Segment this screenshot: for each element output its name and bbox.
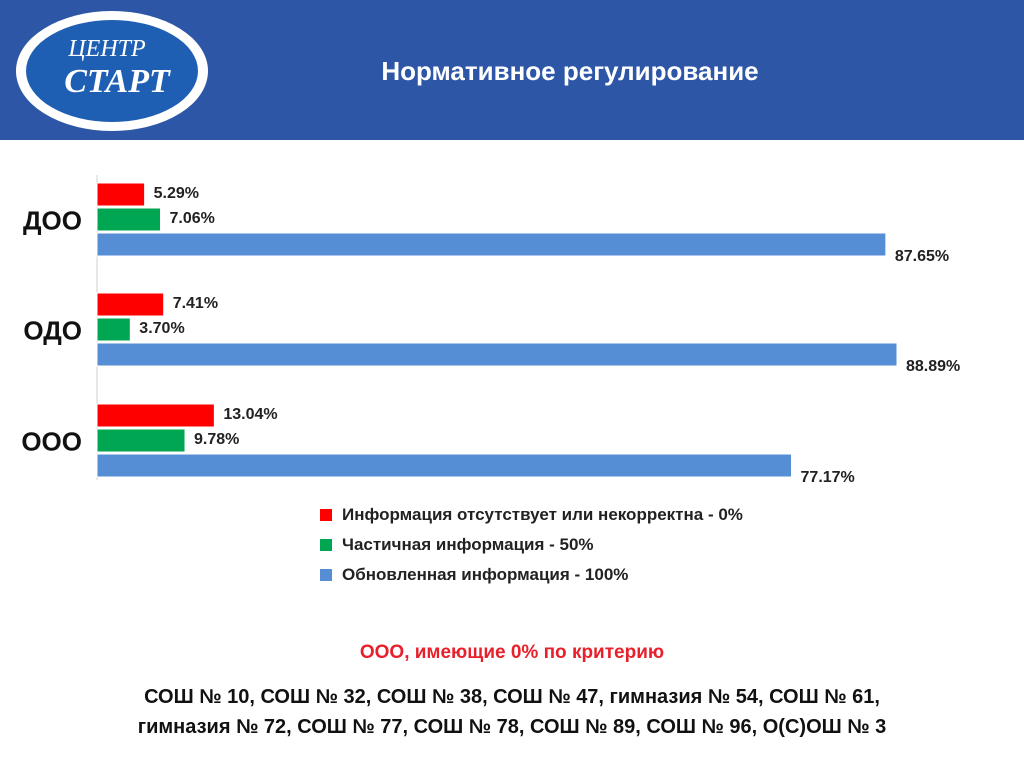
centr-start-logo: ЦЕНТР СТАРТ [16,11,208,131]
logo-line1: ЦЕНТР [67,36,146,62]
schools-list: СОШ № 10, СОШ № 32, СОШ № 38, СОШ № 47, … [40,682,984,742]
category-label: ООО [21,427,82,457]
zero-score-subtitle: ООО, имеющие 0% по критерию [359,642,665,663]
legend-label-updated: Обновленная информация - 100% [342,565,629,584]
data-label: 7.06% [170,210,215,227]
legend-label-missing: Информация отсутствует или некорректна -… [342,505,743,524]
legend-item-missing: Информация отсутствует или некорректна -… [320,500,743,530]
bar [96,232,887,257]
bar [96,182,146,207]
schools-line-2: гимназия № 72, СОШ № 77, СОШ № 78, СОШ №… [137,716,887,738]
legend-item-partial: Частичная информация - 50% [320,530,743,560]
chart-legend: Информация отсутствует или некорректна -… [320,500,743,590]
schools-line-1: СОШ № 10, СОШ № 32, СОШ № 38, СОШ № 47, … [144,686,880,708]
data-label: 77.17% [801,469,855,486]
legend-item-updated: Обновленная информация - 100% [320,560,743,590]
data-label: 13.04% [223,406,277,423]
data-label: 9.78% [194,431,239,448]
category-label: ДОО [23,206,82,236]
legend-label-partial: Частичная информация - 50% [342,535,594,554]
legend-swatch-updated [320,569,332,581]
bar [96,207,162,232]
legend-swatch-missing [320,509,332,521]
data-label: 5.29% [154,185,199,202]
bar [96,342,898,367]
bar [96,403,215,428]
legend-swatch-partial [320,539,332,551]
data-label: 87.65% [895,248,949,265]
data-label: 3.70% [139,320,184,337]
bar [96,428,186,453]
bar-chart: ДОО 5.29% 7.06% 87.65% ОДО 7.41% 3.70% 88.89% ОО… [21,175,960,486]
category-label: ОДО [23,316,82,346]
bar [96,317,131,342]
header-banner: ЦЕНТР СТАРТ Нормативное регулирование [0,0,1024,140]
logo-line2: СТАРТ [64,63,171,100]
bar [96,292,165,317]
bar [96,453,793,478]
page-title: Нормативное регулирование [381,56,759,86]
data-label: 7.41% [173,295,218,312]
data-label: 88.89% [906,358,960,375]
